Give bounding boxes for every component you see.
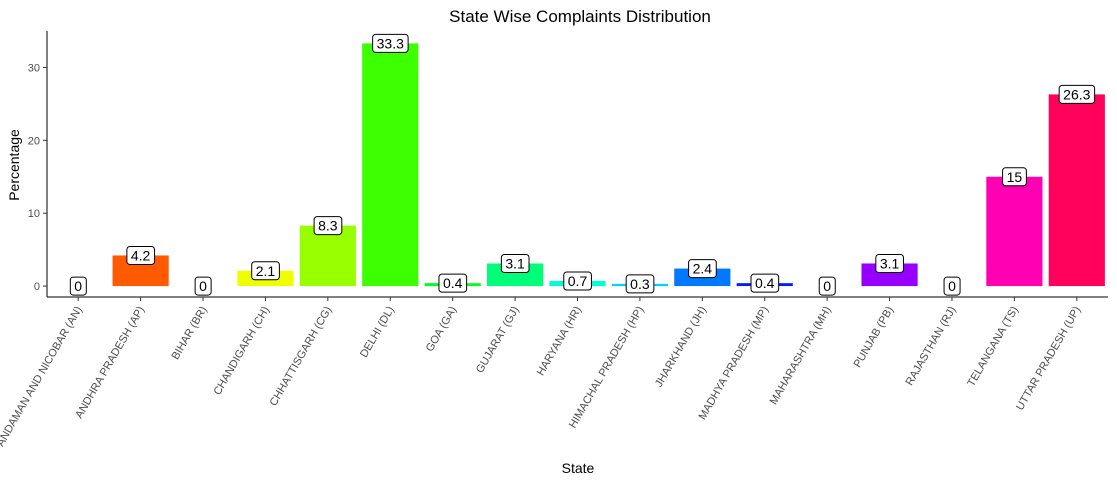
data-label-text: 15 [1007,169,1023,185]
x-tick-label: BIHAR (BR) [170,305,210,362]
data-label-box [69,276,87,296]
data-label-text: 0 [823,278,831,294]
data-label: 0.7 [563,271,592,291]
data-label: 3.1 [500,253,530,273]
data-label-box [875,253,905,273]
x-tick-label: HARYANA (HR) [535,305,584,378]
data-label-text: 3.1 [880,255,900,271]
data-label: 0.4 [750,273,780,293]
bar [1048,94,1105,287]
bar [299,225,356,287]
data-label: 4.2 [126,245,156,265]
data-label-text: 0 [948,278,956,294]
data-label-box [372,33,409,53]
data-label: 3.1 [875,253,905,273]
x-tick-label: GUJARAT (GJ) [474,305,522,376]
data-label: 2.1 [251,261,280,281]
y-tick-label: 30 [28,62,40,74]
data-label-text: 0 [199,278,207,294]
x-tick-label: UTTAR PRADESH (UP) [1014,305,1083,413]
data-label-text: 0.3 [630,276,650,292]
data-label: 26.3 [1058,84,1096,104]
data-label-box [688,259,717,279]
data-label-box [194,276,212,296]
data-label-box [438,273,468,293]
y-tick-label: 0 [34,281,40,293]
x-tick-label: RAJASTHAN (RJ) [904,305,959,388]
x-tick-label: JHARKHAND (JH) [653,305,709,390]
x-tick-label: CHANDIGARH (CH) [212,305,273,398]
data-label: 15 [1002,167,1027,187]
data-label-text: 0 [74,278,82,294]
x-tick-label: CHHATTISGARH (CG) [268,305,335,409]
plot-area: 0 10 20 30 ANDAMAN AND NICOBAR (AN)ANDHRA PR… [0,33,1105,449]
y-tick-label: 20 [28,135,40,147]
x-tick-label: ANDAMAN AND NICOBAR (AN) [0,305,85,449]
x-tick-label: ANDHRA PRADESH (AP) [73,305,147,421]
x-tick-label: HIMACHAL PRADESH (HP) [567,305,647,431]
bar [986,176,1043,287]
data-label-text: 0.7 [568,273,588,289]
data-label-text: 33.3 [377,35,404,51]
x-tick-label: DELHI (DL) [358,305,397,360]
data-label-box [563,271,592,291]
bar [362,43,419,287]
data-label-text: 3.1 [505,255,525,271]
y-axis-title: Percentage [6,129,22,201]
data-label: 0 [943,276,961,296]
data-label-box [1058,84,1096,104]
y-tick-label: 10 [28,208,40,220]
x-tick-label: MADHYA PRADESH (MP) [697,305,772,423]
data-label-box [1002,167,1027,187]
data-label-box [818,276,836,296]
data-label-text: 2.4 [693,261,713,277]
data-label-box [500,253,530,273]
data-label-text: 0.4 [443,275,463,291]
data-label-box [943,276,961,296]
chart-title: State Wise Complaints Distribution [449,7,711,26]
data-label-box [750,273,780,293]
data-label-box [625,274,655,294]
data-label: 0.3 [625,274,655,294]
data-label: 0 [194,276,212,296]
data-label: 0 [69,276,87,296]
x-tick-label: TELANGANA (TS) [965,305,1021,389]
x-tick-label: PUNJAB (PB) [852,305,897,370]
x-axis-title: State [562,460,595,476]
data-label: 33.3 [372,33,409,53]
data-label-text: 26.3 [1063,86,1090,102]
data-label: 0.4 [438,273,468,293]
data-label-text: 8.3 [318,218,338,234]
data-label-text: 0.4 [755,275,775,291]
data-label-box [313,216,343,236]
data-label-box [251,261,280,281]
data-label: 2.4 [688,259,717,279]
x-tick-label: GOA (GA) [424,305,459,354]
data-label-box [126,245,156,265]
data-label: 8.3 [313,216,343,236]
data-label: 0 [818,276,836,296]
data-label-text: 2.1 [256,263,276,279]
x-tick-label: MAHARASHTRA (MH) [768,305,834,407]
data-label-text: 4.2 [131,247,151,263]
